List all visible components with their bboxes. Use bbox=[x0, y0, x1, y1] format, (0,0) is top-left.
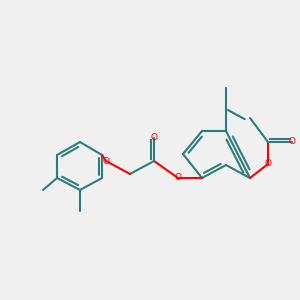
Text: O: O bbox=[103, 157, 110, 166]
Text: O: O bbox=[265, 160, 272, 169]
Text: O: O bbox=[175, 173, 182, 182]
Text: O: O bbox=[289, 137, 296, 146]
Text: O: O bbox=[151, 134, 158, 142]
